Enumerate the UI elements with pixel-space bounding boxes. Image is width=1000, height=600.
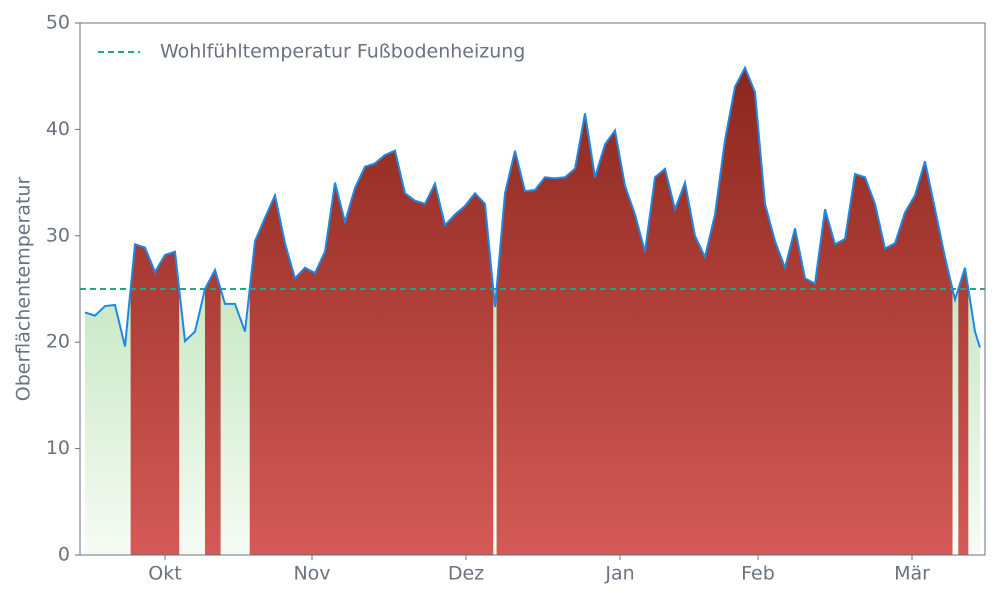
y-axis-label: Oberflächentemperatur <box>13 177 35 402</box>
line <box>84 65 981 348</box>
y-tick-label: 20 <box>46 331 70 353</box>
plot-frame <box>79 22 986 556</box>
x-tick-label: Dez <box>448 563 484 585</box>
y-tick-label: 0 <box>58 544 70 566</box>
y-tick-label: 40 <box>46 118 70 140</box>
y-tick-label: 50 <box>46 12 70 34</box>
x-tick-label: Feb <box>741 563 775 585</box>
y-tick-label: 30 <box>46 224 70 246</box>
x-tick-label: Nov <box>293 563 330 585</box>
x-tick-label: Okt <box>148 563 181 585</box>
x-tick-label: Jan <box>604 563 634 585</box>
x-tick-label: Mär <box>894 563 930 585</box>
legend-label: Wohlfühltemperatur Fußbodenheizung <box>160 41 525 63</box>
area-above <box>130 66 969 555</box>
y-tick-label: 10 <box>46 437 70 459</box>
